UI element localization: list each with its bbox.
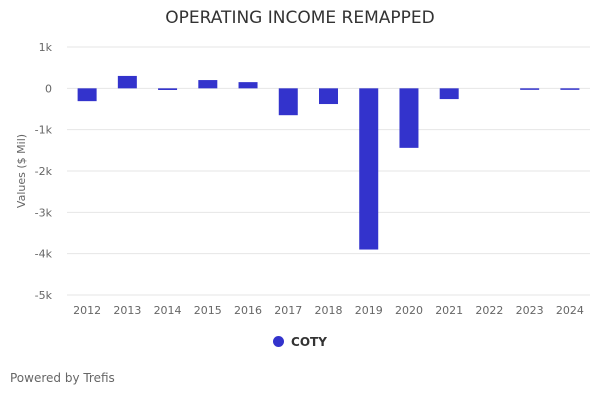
y-tick-label: -4k	[35, 248, 53, 261]
y-axis-label: Values ($ Mil)	[15, 134, 28, 208]
bar	[439, 88, 459, 100]
bar	[520, 88, 540, 90]
bar	[77, 88, 97, 102]
bar	[399, 88, 419, 148]
x-tick-label: 2015	[194, 304, 222, 317]
legend-label: COTY	[291, 335, 327, 349]
bar	[560, 88, 580, 90]
y-tick-label: -5k	[35, 289, 53, 302]
x-tick-label: 2023	[516, 304, 544, 317]
powered-by-credit[interactable]: Powered by Trefis	[10, 371, 115, 385]
x-tick-label: 2020	[395, 304, 423, 317]
y-tick-label: 1k	[39, 41, 53, 54]
x-tick-label: 2014	[154, 304, 182, 317]
x-tick-label: 2019	[355, 304, 383, 317]
y-tick-label: -2k	[35, 165, 53, 178]
x-tick-label: 2016	[234, 304, 262, 317]
legend[interactable]: COTY	[0, 335, 600, 349]
x-tick-label: 2022	[475, 304, 503, 317]
x-tick-label: 2024	[556, 304, 584, 317]
x-tick-label: 2013	[113, 304, 141, 317]
legend-marker-icon	[273, 336, 285, 347]
x-tick-label: 2017	[274, 304, 302, 317]
bar	[359, 88, 379, 250]
x-tick-label: 2012	[73, 304, 101, 317]
y-tick-label: -3k	[35, 206, 53, 219]
bar-chart: 1k 0 -1k -2k -3k -4k -5k Values ($ Mil) 2012 2013…	[15, 41, 590, 317]
bar	[198, 80, 218, 89]
bar	[319, 88, 338, 105]
bar	[117, 75, 137, 89]
bar	[158, 88, 178, 90]
chart-title: OPERATING INCOME REMAPPED	[165, 8, 435, 28]
x-tick-label: 2021	[435, 304, 463, 317]
y-tick-label: -1k	[35, 124, 53, 137]
x-tick-label: 2018	[315, 304, 343, 317]
bar	[278, 88, 298, 116]
bar	[238, 82, 258, 89]
y-tick-label: 0	[45, 82, 52, 95]
